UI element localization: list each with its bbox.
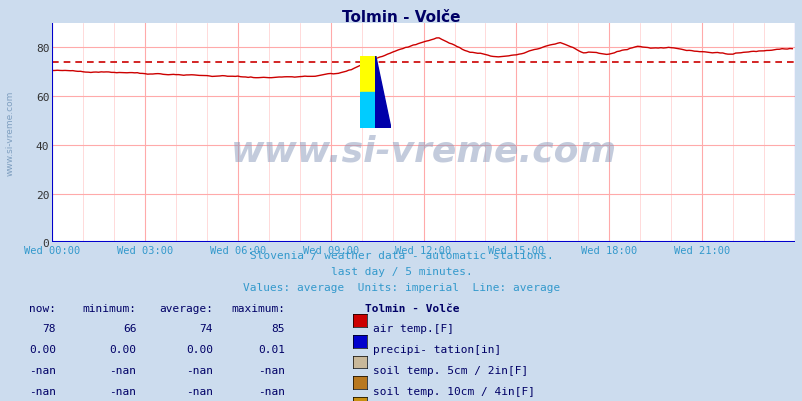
Text: air temp.[F]: air temp.[F] [373,324,454,334]
Polygon shape [360,57,375,93]
Text: Tolmin - Volče: Tolmin - Volče [365,303,460,313]
Text: 74: 74 [199,324,213,334]
Text: Tolmin - Volče: Tolmin - Volče [342,10,460,25]
Text: minimum:: minimum: [83,303,136,313]
Text: -nan: -nan [185,365,213,375]
Text: -nan: -nan [109,386,136,396]
Text: soil temp. 5cm / 2in[F]: soil temp. 5cm / 2in[F] [373,365,528,375]
Text: 0.00: 0.00 [109,344,136,354]
Text: -nan: -nan [29,386,56,396]
Text: -nan: -nan [257,365,285,375]
Polygon shape [375,57,391,129]
Text: 66: 66 [123,324,136,334]
Text: Slovenia / weather data - automatic stations.: Slovenia / weather data - automatic stat… [249,251,553,261]
Text: 0.01: 0.01 [257,344,285,354]
Text: www.si-vreme.com: www.si-vreme.com [5,91,14,176]
Text: soil temp. 10cm / 4in[F]: soil temp. 10cm / 4in[F] [373,386,535,396]
Text: maximum:: maximum: [231,303,285,313]
Text: now:: now: [29,303,56,313]
Text: 0.00: 0.00 [29,344,56,354]
Text: average:: average: [159,303,213,313]
Text: -nan: -nan [257,386,285,396]
Polygon shape [360,93,375,129]
Text: precipi- tation[in]: precipi- tation[in] [373,344,501,354]
Text: -nan: -nan [29,365,56,375]
Text: 78: 78 [43,324,56,334]
Text: 0.00: 0.00 [185,344,213,354]
Text: -nan: -nan [185,386,213,396]
Text: www.si-vreme.com: www.si-vreme.com [230,134,616,168]
Text: 85: 85 [271,324,285,334]
Text: last day / 5 minutes.: last day / 5 minutes. [330,267,472,277]
Text: Values: average  Units: imperial  Line: average: Values: average Units: imperial Line: av… [242,283,560,293]
Text: -nan: -nan [109,365,136,375]
